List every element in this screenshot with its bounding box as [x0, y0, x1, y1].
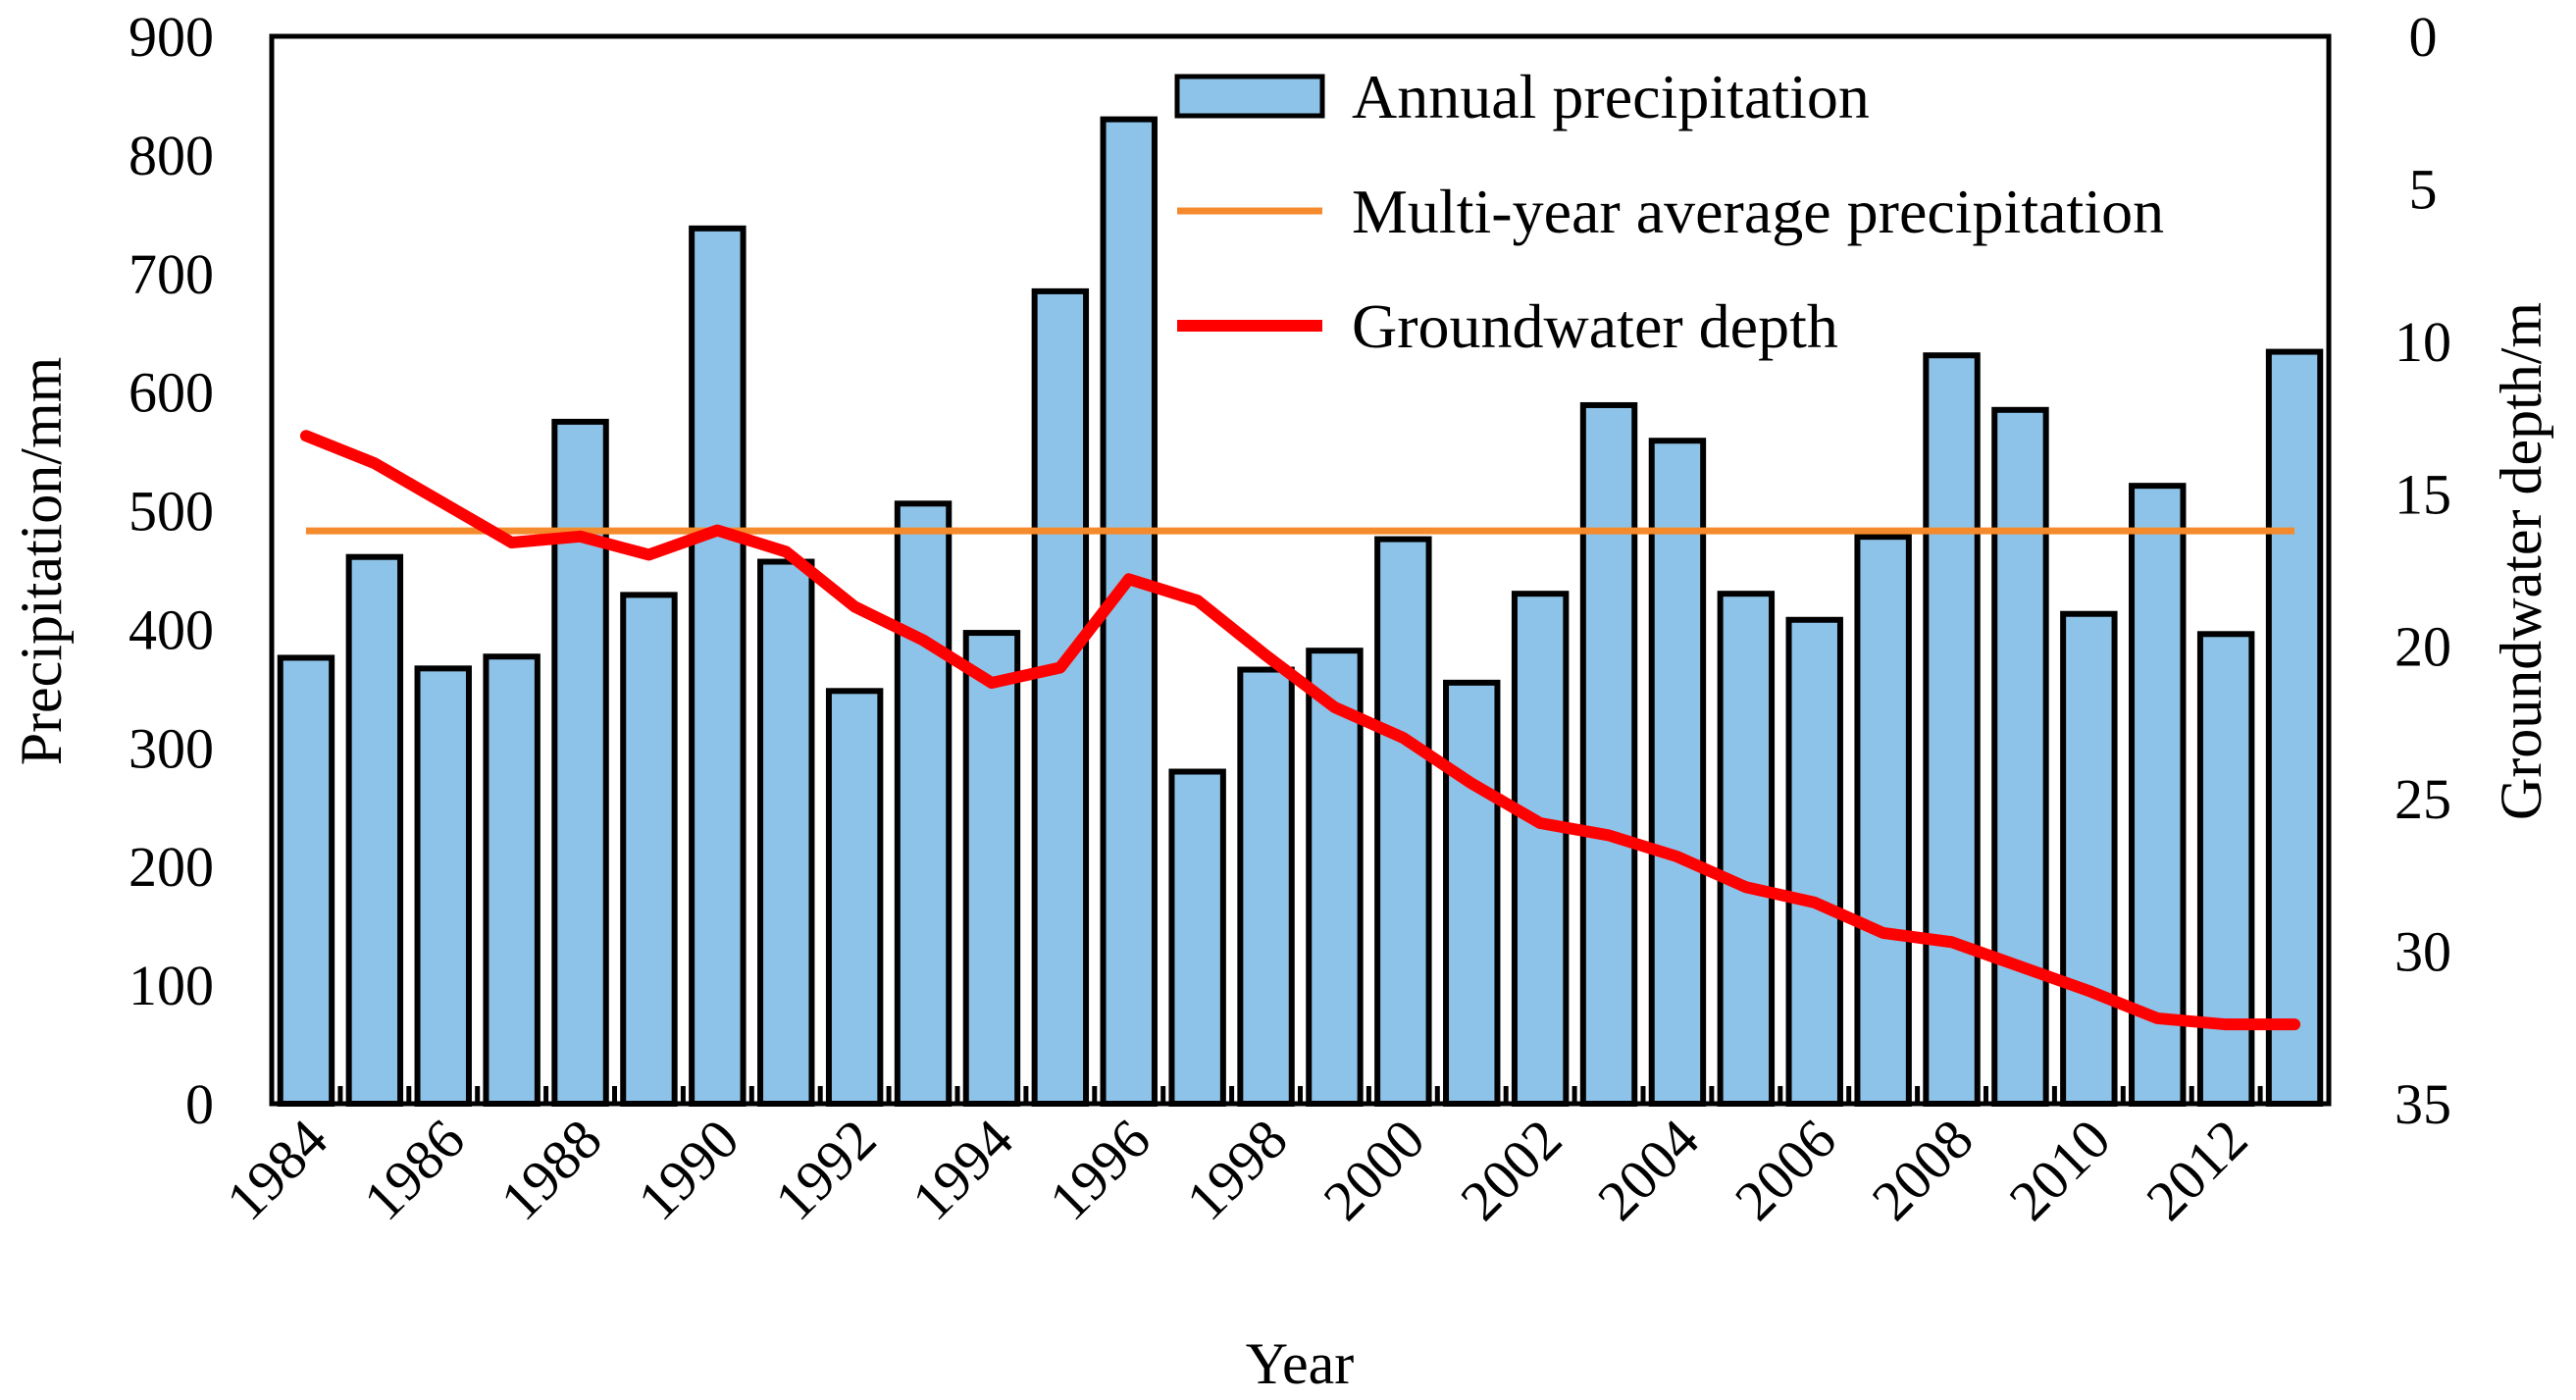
bar-1998 [1237, 666, 1295, 1108]
bar-2003 [1579, 401, 1638, 1108]
y-left-tick-label: 0 [185, 1072, 214, 1136]
x-tick-label: 2012 [2134, 1107, 2259, 1232]
x-tick-label: 2006 [1723, 1107, 1848, 1232]
x-axis-title: Year [1246, 1331, 1355, 1396]
legend-label-average-precipitation: Multi-year average precipitation [1352, 177, 2164, 246]
bar-1989 [620, 592, 678, 1107]
y-right-tick-label: 0 [2409, 5, 2438, 69]
y-right-tick-label: 25 [2395, 767, 2451, 831]
legend-label-annual-precipitation: Annual precipitation [1352, 62, 1870, 131]
y-left-tick-label: 200 [129, 835, 214, 899]
y-right-tick-label: 20 [2395, 615, 2451, 679]
bar-1986 [414, 665, 472, 1107]
bar-2001 [1443, 679, 1501, 1107]
legend-swatch-annual-precipitation [1174, 74, 1325, 119]
y-right-tick-label: 35 [2395, 1072, 2451, 1136]
y-right-tick-label: 5 [2409, 157, 2438, 221]
y-right-tick-label: 30 [2395, 920, 2451, 984]
x-axis-tick-labels: 1984 1986 1988 1990 1992 1994 1996 1998 2000 2002… [214, 1107, 2259, 1232]
y-axis-right-tick-labels: 0 5 10 15 20 25 30 35 [2395, 5, 2451, 1136]
bar-2000 [1374, 536, 1432, 1107]
bar-1993 [894, 500, 953, 1107]
y-left-tick-label: 600 [129, 361, 214, 425]
x-tick-label: 1986 [351, 1107, 477, 1232]
bar-1997 [1168, 768, 1226, 1107]
bar-2006 [1785, 616, 1843, 1107]
y-axis-left-tick-labels: 0 100 200 300 400 500 600 700 800 900 [129, 5, 214, 1136]
y-left-tick-label: 500 [129, 480, 214, 544]
x-tick-label: 2010 [1997, 1107, 2123, 1232]
y-axis-right-title: Groundwater depth/m [2489, 302, 2553, 820]
bar-2013 [2265, 348, 2324, 1107]
x-tick-label: 1996 [1037, 1107, 1162, 1232]
bar-2002 [1511, 591, 1570, 1107]
bar-1985 [345, 553, 404, 1107]
bar-2011 [2129, 483, 2187, 1107]
legend: Annual precipitation Multi-year average … [1174, 62, 2164, 361]
bar-1991 [757, 558, 815, 1107]
bar-1999 [1306, 648, 1364, 1108]
y-left-tick-label: 700 [129, 242, 214, 306]
bar-2004 [1648, 438, 1707, 1107]
bar-2008 [1923, 352, 1981, 1107]
bar-1990 [689, 225, 747, 1107]
x-tick-label: 2002 [1448, 1107, 1573, 1232]
x-tick-label: 1992 [762, 1107, 888, 1232]
x-tick-label: 2004 [1585, 1107, 1711, 1232]
bar-1987 [483, 653, 541, 1107]
groundwater-depth-line [299, 430, 2301, 1031]
bar-2010 [2060, 610, 2118, 1107]
x-tick-label: 1984 [214, 1107, 339, 1232]
x-tick-label: 2008 [1860, 1107, 1985, 1232]
bar-1994 [962, 630, 1021, 1107]
bar-1988 [551, 418, 609, 1107]
legend-label-groundwater-depth: Groundwater depth [1352, 291, 1838, 361]
y-right-tick-label: 15 [2395, 462, 2451, 526]
y-left-tick-label: 300 [129, 716, 214, 780]
y-axis-left-title: Precipitation/mm [9, 357, 74, 766]
bar-2007 [1854, 534, 1912, 1107]
x-tick-label: 1994 [900, 1107, 1025, 1232]
y-left-tick-label: 400 [129, 597, 214, 661]
y-left-tick-label: 900 [129, 5, 214, 69]
x-tick-label: 1998 [1174, 1107, 1300, 1232]
bar-1996 [1100, 116, 1158, 1108]
bar-2009 [1991, 406, 2049, 1107]
y-left-tick-label: 800 [129, 124, 214, 187]
x-tick-label: 1990 [626, 1107, 751, 1232]
bar-1992 [825, 688, 884, 1107]
y-left-tick-label: 100 [129, 954, 214, 1017]
bar-2012 [2196, 631, 2255, 1108]
bar-1995 [1031, 287, 1090, 1107]
y-right-tick-label: 10 [2395, 310, 2451, 374]
bar-1984 [277, 654, 335, 1107]
x-tick-label: 1988 [489, 1107, 614, 1232]
x-axis-ticks [269, 1086, 2332, 1104]
bar-2005 [1717, 591, 1776, 1107]
x-tick-label: 2000 [1312, 1107, 1437, 1232]
